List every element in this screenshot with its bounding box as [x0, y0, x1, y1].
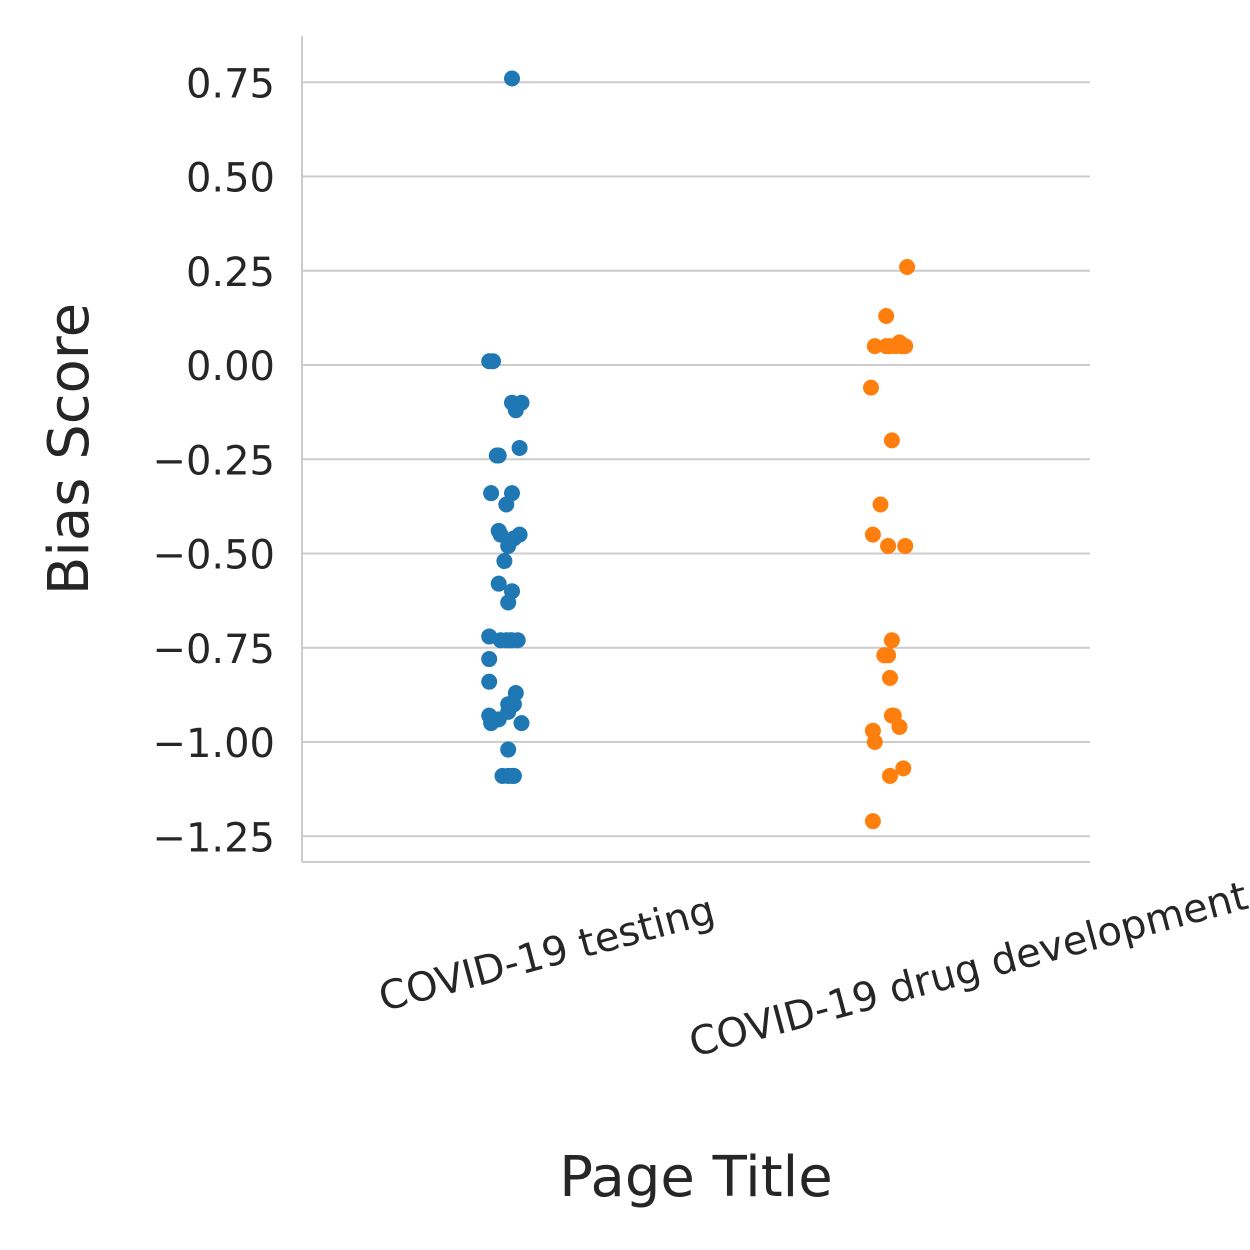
data-point	[490, 575, 507, 592]
y-tick-label: 0.50	[186, 156, 275, 202]
data-point	[485, 353, 501, 370]
data-point	[895, 760, 912, 777]
data-point	[504, 70, 520, 87]
y-tick-label: 0.00	[186, 344, 275, 390]
y-tick-label: −0.25	[152, 438, 275, 484]
data-points	[481, 70, 916, 830]
data-point	[899, 258, 916, 275]
data-point	[505, 767, 522, 784]
data-point	[880, 647, 897, 664]
data-point	[880, 537, 897, 554]
data-point	[496, 553, 513, 570]
data-point	[500, 594, 517, 611]
data-point	[878, 307, 895, 324]
data-point	[883, 432, 900, 449]
data-point	[500, 741, 517, 758]
data-point	[866, 734, 883, 750]
y-tick-label: −1.25	[152, 815, 275, 861]
y-tick-label: −0.75	[152, 627, 275, 673]
data-point	[882, 767, 898, 784]
data-point	[498, 496, 515, 513]
data-point	[481, 651, 498, 668]
x-tick-label: COVID-19 drug development	[684, 873, 1250, 1066]
data-point	[863, 379, 879, 396]
data-point	[883, 632, 900, 649]
y-tick-label: −1.00	[152, 721, 275, 767]
data-point	[897, 537, 914, 554]
axis-spines	[301, 36, 1090, 863]
data-point	[891, 718, 908, 735]
y-tick-labels: 0.75 0.50 0.25 0.00 −0.25 −0.50 −0.75 −1.00 −1.2…	[152, 61, 275, 861]
data-point	[483, 485, 500, 502]
data-point	[509, 632, 526, 649]
y-tick-label: 0.25	[186, 250, 275, 296]
data-point	[481, 673, 498, 690]
data-point	[492, 526, 509, 543]
data-point	[483, 715, 500, 732]
data-point	[511, 439, 528, 456]
grid-lines	[302, 81, 1090, 838]
data-point	[897, 338, 914, 355]
x-tick-label: COVID-19 testing	[374, 887, 720, 1021]
data-point	[864, 526, 881, 543]
data-point	[872, 496, 889, 513]
data-point	[882, 669, 898, 686]
y-tick-label: −0.50	[152, 533, 275, 579]
y-tick-label: 0.75	[186, 61, 275, 107]
data-point	[513, 715, 530, 732]
data-point	[864, 813, 881, 830]
x-axis-title: Page Title	[559, 1145, 832, 1210]
data-point	[500, 537, 517, 554]
data-point	[866, 338, 883, 355]
y-axis-title: Bias Score	[37, 303, 102, 595]
data-point	[507, 402, 524, 419]
data-point	[490, 447, 507, 464]
